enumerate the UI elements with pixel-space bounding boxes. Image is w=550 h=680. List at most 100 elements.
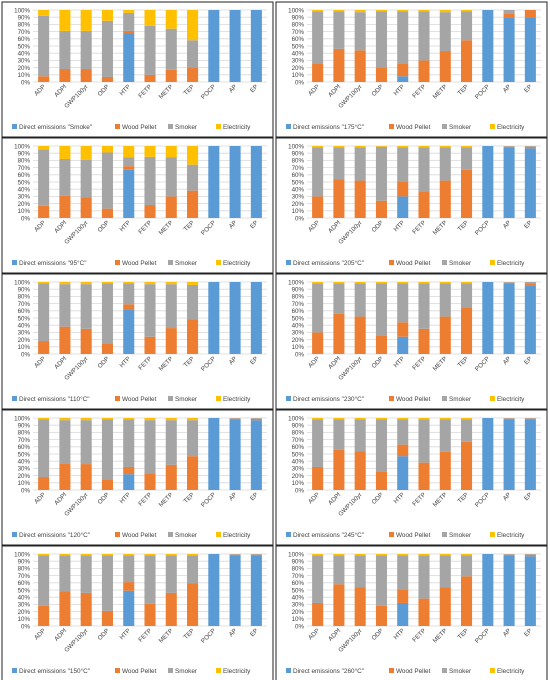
bar-segment [101, 208, 113, 218]
bar-segment [375, 67, 387, 82]
bar-segment [144, 420, 156, 474]
bar-segment [312, 283, 324, 333]
bar-segment [418, 555, 430, 599]
bar-segment [503, 555, 515, 626]
bar-segment [524, 10, 536, 18]
bar-segment [333, 555, 345, 585]
bar-segment [229, 554, 241, 556]
y-tick-label: 40% [292, 51, 305, 58]
legend-swatch [442, 396, 447, 401]
bar-segment [101, 343, 113, 354]
bar-segment [38, 283, 50, 342]
bar-segment [250, 554, 262, 555]
legend-label: Electricity [223, 532, 251, 539]
y-tick-label: 20% [292, 609, 305, 616]
bar-segment [418, 462, 430, 490]
bar-segment [165, 328, 177, 354]
bar-segment [229, 418, 241, 419]
bar-segment [101, 146, 113, 153]
y-tick-label: 60% [292, 308, 305, 315]
bar-segment [461, 576, 473, 626]
y-tick-label: 40% [18, 459, 31, 466]
bar-segment [333, 313, 345, 354]
y-tick-label: 80% [18, 430, 31, 437]
y-tick-label: 100% [14, 7, 30, 14]
bar-segment [101, 610, 113, 626]
bar-segment [439, 180, 451, 218]
bar-segment [439, 10, 451, 13]
bar-segment [312, 196, 324, 218]
bar-segment [80, 592, 92, 626]
y-tick-label: 90% [18, 287, 31, 294]
bar-segment [524, 418, 536, 420]
legend-swatch [12, 532, 17, 537]
legend-label: Smoker [449, 396, 472, 403]
bar-segment [165, 555, 177, 593]
legend-label: Smoker [449, 668, 472, 675]
bar-segment [524, 556, 536, 626]
bar-segment [397, 10, 409, 12]
bar-segment [80, 282, 92, 285]
y-tick-label: 90% [292, 559, 305, 566]
bar-segment [354, 418, 366, 420]
legend-swatch [490, 396, 495, 401]
bar-segment [524, 285, 536, 354]
bar-segment [439, 146, 451, 148]
bar-segment [482, 146, 494, 218]
y-tick-label: 70% [292, 165, 305, 172]
bar-segment [123, 169, 135, 218]
y-tick-label: 30% [292, 330, 305, 337]
bar-segment [418, 328, 430, 354]
bar-segment [123, 466, 135, 475]
legend-label: Direct emissions "110°C" [19, 395, 90, 403]
legend-label: Wood Pellet [396, 260, 431, 267]
bar-segment [397, 444, 409, 457]
y-tick-label: 40% [292, 187, 305, 194]
x-tick-label: EP [249, 219, 260, 230]
bar-segment [165, 420, 177, 465]
bar-segment [187, 67, 199, 82]
bar-segment [333, 179, 345, 218]
x-tick-label: AP [228, 627, 239, 638]
bar-segment [59, 326, 71, 354]
bar-segment [524, 146, 536, 149]
bar-segment [375, 419, 387, 472]
bar-segment [187, 10, 199, 41]
bar-segment [165, 282, 177, 285]
y-tick-label: 20% [18, 609, 31, 616]
y-tick-label: 60% [18, 308, 31, 315]
legend-swatch [12, 668, 17, 673]
bar-segment [439, 147, 451, 181]
bar-segment [250, 10, 262, 82]
bar-segment [461, 418, 473, 420]
y-tick-label: 40% [18, 187, 31, 194]
x-tick-label: AP [228, 491, 239, 502]
legend-swatch [286, 124, 291, 129]
y-tick-label: 30% [18, 602, 31, 609]
legend-label: Electricity [223, 260, 251, 267]
legend-swatch [216, 260, 221, 265]
bar-segment [165, 464, 177, 490]
bar-segment [375, 200, 387, 218]
legend-swatch [115, 124, 120, 129]
legend-swatch [216, 124, 221, 129]
bar-segment [80, 197, 92, 218]
bar-segment [38, 149, 50, 206]
bar-segment [461, 147, 473, 170]
bar-segment [38, 605, 50, 626]
y-tick-label: 10% [18, 480, 31, 487]
bar-segment [123, 554, 135, 556]
bar-segment [397, 282, 409, 284]
bar-segment [250, 418, 262, 421]
chart-panel: 0%10%20%30%40%50%60%70%80%90%100%ADP ADPf… [1, 545, 274, 680]
y-tick-label: 90% [18, 151, 31, 158]
bar-segment [503, 419, 515, 490]
bar-segment [123, 12, 135, 31]
y-tick-label: 90% [18, 559, 31, 566]
bar-segment [418, 191, 430, 218]
y-tick-label: 70% [18, 573, 31, 580]
bar-segment [80, 146, 92, 160]
y-tick-label: 50% [18, 43, 31, 50]
x-tick-label: AP [502, 491, 513, 502]
bar-segment [229, 418, 241, 420]
